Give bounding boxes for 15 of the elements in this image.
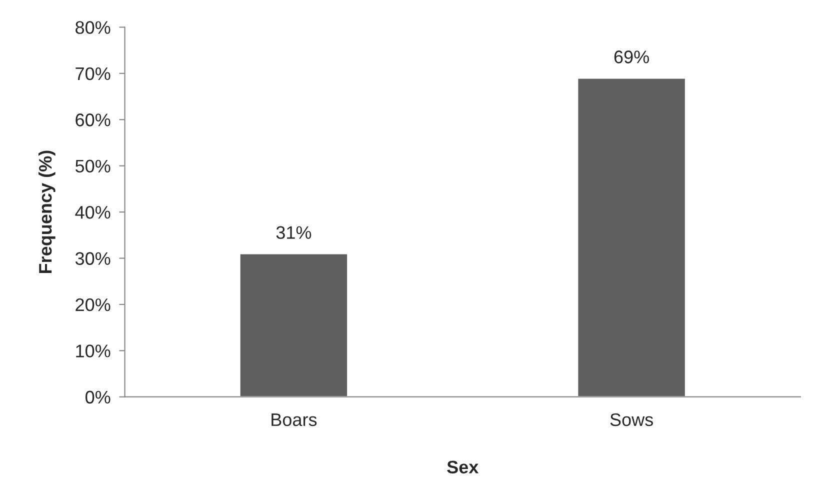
x-tick-label: Sows bbox=[610, 413, 653, 426]
y-axis-title: Frequency (%) bbox=[38, 150, 56, 274]
y-tick-label: 0% bbox=[86, 390, 110, 404]
y-tick-label: 20% bbox=[76, 298, 110, 312]
y-tick-label: 40% bbox=[75, 206, 110, 219]
y-tick-label: 50% bbox=[75, 160, 110, 173]
x-tick-label: Boars bbox=[272, 414, 317, 426]
y-tick-label: 80% bbox=[76, 21, 110, 34]
y-tick-label: 10% bbox=[76, 344, 110, 358]
y-tick-label: 60% bbox=[76, 114, 110, 126]
data-label: 69% bbox=[614, 50, 649, 64]
y-tick-label: 70% bbox=[76, 67, 110, 80]
data-label: 31% bbox=[276, 226, 312, 239]
x-axis-title: Sex bbox=[447, 460, 479, 474]
y-tick-label: 30% bbox=[75, 252, 110, 265]
